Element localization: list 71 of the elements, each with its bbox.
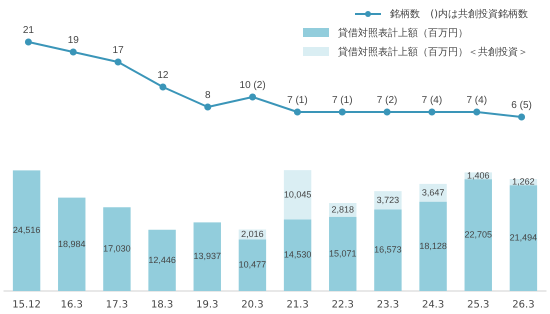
data-label: 12 <box>157 70 169 81</box>
legend-label: 貸借対照表計上額（百万円） <box>338 26 468 40</box>
data-label: 8 <box>204 90 211 101</box>
bar <box>464 179 492 291</box>
x-tick-label: 24.3 <box>422 300 444 311</box>
point <box>294 108 301 116</box>
data-label: 3,723 <box>376 194 400 205</box>
legend-label: 銘柄数 ()内は共創投資銘柄数 <box>390 8 528 20</box>
data-label: 7 (1) <box>287 94 308 106</box>
x-tick-label: 25.3 <box>467 300 490 311</box>
bar <box>284 170 312 220</box>
data-label: 17,030 <box>103 244 131 254</box>
data-label: 2,818 <box>331 204 354 214</box>
bar <box>58 198 86 291</box>
data-label: 17 <box>112 44 124 56</box>
data-label: 15,071 <box>328 248 357 258</box>
point <box>24 38 32 46</box>
data-label: 2,016 <box>241 228 264 239</box>
data-label: 13,937 <box>193 251 222 262</box>
x-tick-label: 23.3 <box>376 300 400 311</box>
point <box>159 84 166 90</box>
bar <box>284 220 312 291</box>
point <box>204 104 212 110</box>
point <box>249 94 256 100</box>
bar <box>419 202 447 291</box>
point <box>114 58 122 66</box>
data-label: 12,446 <box>148 254 176 265</box>
x-tick-label: 15.12 <box>12 300 41 311</box>
data-label: 7 (4) <box>466 94 488 106</box>
bar <box>12 170 40 291</box>
data-label: 19 <box>68 34 80 46</box>
x-tick-label: 20.3 <box>241 300 264 311</box>
data-label: 21 <box>22 24 34 36</box>
x-tick-label: 21.3 <box>286 300 309 311</box>
data-label: 16,573 <box>374 244 402 255</box>
point <box>473 108 480 116</box>
x-tick-label: 18.3 <box>150 300 174 311</box>
data-label: 21,494 <box>510 232 538 243</box>
legend-label: 貸借対照表計上額（百万円）＜共創投資＞ <box>338 46 528 58</box>
data-label: 10,477 <box>238 260 266 270</box>
x-tick-label: 19.3 <box>196 300 218 311</box>
x-tick-label: 16.3 <box>60 300 83 311</box>
point <box>338 108 346 116</box>
bar <box>238 239 266 291</box>
data-label: 7 (1) <box>332 94 353 106</box>
data-label: 22,705 <box>464 230 492 240</box>
x-tick-label: 26.3 <box>512 300 535 311</box>
data-label: 24,516 <box>12 225 40 236</box>
point <box>428 108 436 116</box>
data-label: 10,045 <box>284 189 312 200</box>
data-label: 18,128 <box>419 240 447 251</box>
data-label: 10 (2) <box>240 80 266 91</box>
data-label: 7 (4) <box>422 94 442 106</box>
data-label: 1,406 <box>466 170 490 180</box>
data-label: 6 (5) <box>511 100 532 111</box>
point <box>70 48 77 56</box>
data-label: 18,984 <box>58 238 86 249</box>
data-label: 7 (2) <box>376 94 398 106</box>
x-tick-label: 17.3 <box>106 300 128 311</box>
point <box>384 108 391 116</box>
bar <box>194 222 221 291</box>
point <box>518 114 526 120</box>
data-label: 1,262 <box>512 176 535 187</box>
bar <box>148 230 176 291</box>
x-tick-label: 22.3 <box>332 300 354 311</box>
data-label: 14,530 <box>284 250 312 260</box>
bar <box>103 207 131 291</box>
bar <box>374 209 402 291</box>
bar <box>329 216 356 291</box>
data-label: 3,647 <box>422 187 444 198</box>
bar <box>510 185 538 291</box>
